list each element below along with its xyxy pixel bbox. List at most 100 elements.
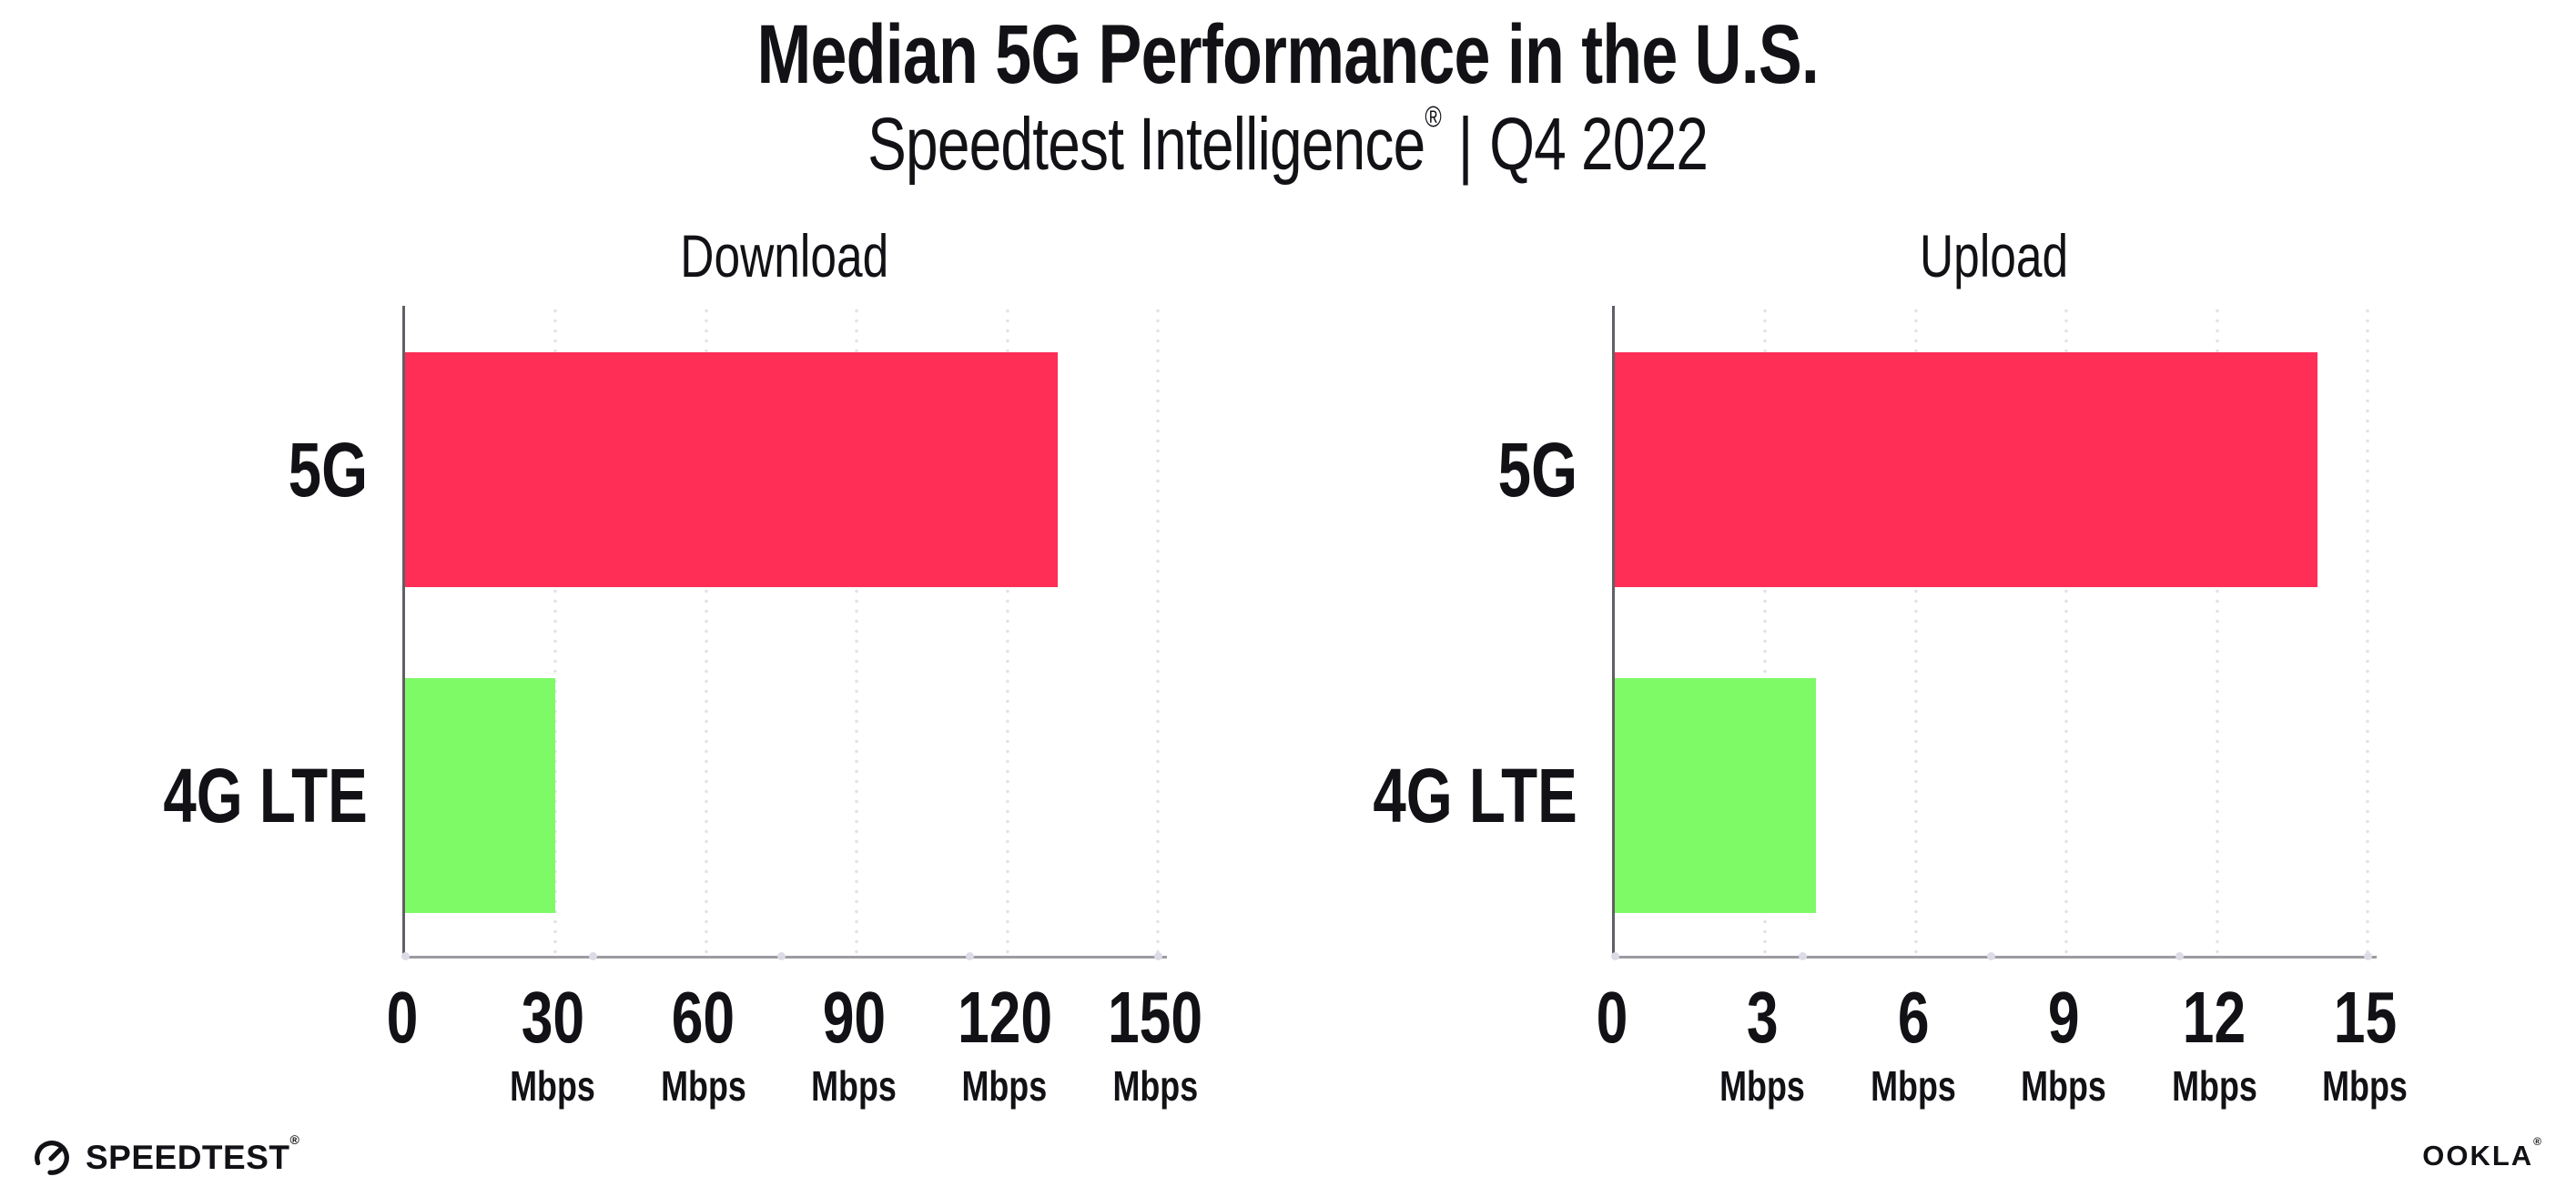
x-tick-unit: Mbps xyxy=(944,1065,1065,1107)
x-tick-value-text: 0 xyxy=(1596,977,1628,1058)
x-tick-unit: Mbps xyxy=(498,1065,607,1107)
x-tick-value-text: 9 xyxy=(2047,977,2080,1058)
x-tick-0: 0 xyxy=(382,961,423,1054)
download-chart-title-text: Download xyxy=(680,222,889,289)
x-tick-120: 120 Mbps xyxy=(944,961,1065,1108)
upload-chart-title-text: Upload xyxy=(1920,222,2069,289)
x-tick-unit: Mbps xyxy=(1859,1065,1968,1107)
gridline-9-mbps xyxy=(2064,306,2069,956)
x-tick-unit-text: Mbps xyxy=(2021,1062,2107,1110)
x-tick-12: 12 Mbps xyxy=(2160,961,2269,1110)
ookla-wordmark: OOKLA® xyxy=(2422,1136,2543,1172)
x-tick-value-text: 150 xyxy=(1107,977,1203,1058)
registered-mark-icon: ® xyxy=(1425,100,1442,133)
x-tick-value-text: 90 xyxy=(822,977,886,1058)
baseline-quarter-dot xyxy=(1799,952,1808,960)
x-tick-value: 150 xyxy=(1094,981,1215,1054)
upload-category-labels: 5G 4G LTE xyxy=(1346,306,1612,959)
category-label-4g-lte: 4G LTE xyxy=(137,678,402,913)
category-label-5g: 5G xyxy=(1346,352,1612,587)
x-tick-value: 120 xyxy=(944,981,1065,1054)
x-tick-unit-text: Mbps xyxy=(1719,1062,1806,1110)
gridline-15-mbps xyxy=(2366,306,2369,956)
x-tick-unit-text: Mbps xyxy=(961,1062,1048,1110)
x-tick-9: 9 Mbps xyxy=(2009,961,2118,1110)
download-bar-4g-lte xyxy=(405,678,556,913)
subtitle-period: Q4 2022 xyxy=(1489,103,1709,186)
x-tick-3: 3 Mbps xyxy=(1708,961,1817,1110)
x-tick-90: 90 Mbps xyxy=(799,961,908,1108)
category-label-text: 4G LTE xyxy=(1373,753,1577,838)
x-tick-30: 30 Mbps xyxy=(498,961,607,1108)
speedtest-logo: SPEEDTEST® xyxy=(31,1133,299,1178)
upload-plot-area xyxy=(1610,306,2377,960)
speedtest-wordmark-text: SPEEDTEST xyxy=(86,1138,290,1176)
download-category-labels: 5G 4G LTE xyxy=(137,306,402,959)
x-tick-value: 3 xyxy=(1708,981,1817,1054)
gridline-6-mbps xyxy=(1913,306,1918,956)
category-label-4g-lte: 4G LTE xyxy=(1346,678,1612,913)
x-tick-value-text: 0 xyxy=(386,977,419,1058)
speedtest-wordmark: SPEEDTEST® xyxy=(86,1133,299,1176)
download-plot-area xyxy=(401,306,1167,960)
download-chart-title: Download xyxy=(402,226,1167,286)
x-tick-value: 0 xyxy=(1592,981,1633,1054)
x-tick-unit: Mbps xyxy=(799,1065,908,1107)
x-tick-unit-text: Mbps xyxy=(2171,1062,2257,1110)
x-tick-unit-text: Mbps xyxy=(1870,1062,1956,1110)
upload-bar-5g xyxy=(1615,352,2317,587)
x-tick-value: 12 xyxy=(2160,981,2269,1054)
category-label-text: 4G LTE xyxy=(163,753,368,838)
x-tick-value-text: 12 xyxy=(2182,977,2246,1058)
gridline-60-mbps xyxy=(704,306,708,956)
baseline-quarter-dot xyxy=(401,952,410,960)
x-tick-150: 150 Mbps xyxy=(1094,961,1215,1108)
upload-bar-4g-lte xyxy=(1615,678,1816,913)
baseline-quarter-dot xyxy=(589,952,598,960)
baseline-quarter-dot xyxy=(2363,952,2372,960)
x-tick-value-text: 60 xyxy=(672,977,735,1058)
figure-subtitle-text: Speedtest Intelligence® | Q4 2022 xyxy=(867,102,1709,182)
baseline-quarter-dot xyxy=(1987,952,1995,960)
baseline-quarter-dot xyxy=(1153,952,1162,960)
upload-chart-title: Upload xyxy=(1612,226,2377,286)
ookla-logo: OOKLA® xyxy=(2422,1136,2543,1172)
x-tick-unit: Mbps xyxy=(1094,1065,1215,1107)
x-tick-unit-text: Mbps xyxy=(660,1062,746,1110)
download-x-axis: 0 30 Mbps 60 Mbps 90 Mbps 120 Mbps 150 Mbps xyxy=(387,961,1202,1134)
baseline-quarter-dot xyxy=(1610,952,1619,960)
x-tick-value: 6 xyxy=(1859,981,1968,1054)
x-tick-15: 15 Mbps xyxy=(2310,961,2419,1108)
x-tick-value-text: 6 xyxy=(1897,977,1930,1058)
figure-title: Median 5G Performance in the U.S. xyxy=(0,13,2576,96)
upload-x-axis: 0 3 Mbps 6 Mbps 9 Mbps 12 Mbps 15 Mbps xyxy=(1597,961,2408,1134)
x-tick-unit-text: Mbps xyxy=(510,1062,596,1110)
x-tick-value: 60 xyxy=(649,981,758,1054)
x-tick-6: 6 Mbps xyxy=(1859,961,1968,1108)
download-chart-panel: Download 5G 4G LTE 0 30 Mbps 60 Mbps 90 Mbps 120… xyxy=(137,218,1203,1140)
gridline-30-mbps xyxy=(553,306,558,956)
category-label-5g: 5G xyxy=(137,352,402,587)
gridline-150-mbps xyxy=(1156,306,1160,956)
gridline-3-mbps xyxy=(1763,306,1768,956)
speedtest-gauge-icon xyxy=(35,1141,69,1175)
x-tick-unit: Mbps xyxy=(649,1065,758,1107)
figure-subtitle: Speedtest Intelligence® | Q4 2022 xyxy=(0,102,2576,182)
x-tick-value: 0 xyxy=(382,981,423,1054)
baseline-quarter-dot xyxy=(777,952,786,960)
x-tick-value: 15 xyxy=(2310,981,2419,1054)
x-tick-unit-text: Mbps xyxy=(2322,1062,2408,1110)
x-tick-value: 9 xyxy=(2009,981,2118,1054)
x-tick-60: 60 Mbps xyxy=(649,961,758,1108)
x-tick-value-text: 15 xyxy=(2333,977,2397,1058)
x-tick-0: 0 xyxy=(1592,961,1633,1054)
baseline-quarter-dot xyxy=(965,952,974,960)
gridline-12-mbps xyxy=(2215,306,2219,956)
x-tick-value: 30 xyxy=(498,981,607,1054)
figure-header: Median 5G Performance in the U.S. Speedt… xyxy=(0,13,2576,182)
ookla-wordmark-text: OOKLA xyxy=(2422,1140,2534,1172)
ookla-registered-icon: ® xyxy=(2533,1135,2543,1148)
x-tick-unit: Mbps xyxy=(2310,1065,2419,1107)
figure-title-text: Median 5G Performance in the U.S. xyxy=(756,8,1820,101)
x-tick-value-text: 120 xyxy=(957,977,1052,1058)
